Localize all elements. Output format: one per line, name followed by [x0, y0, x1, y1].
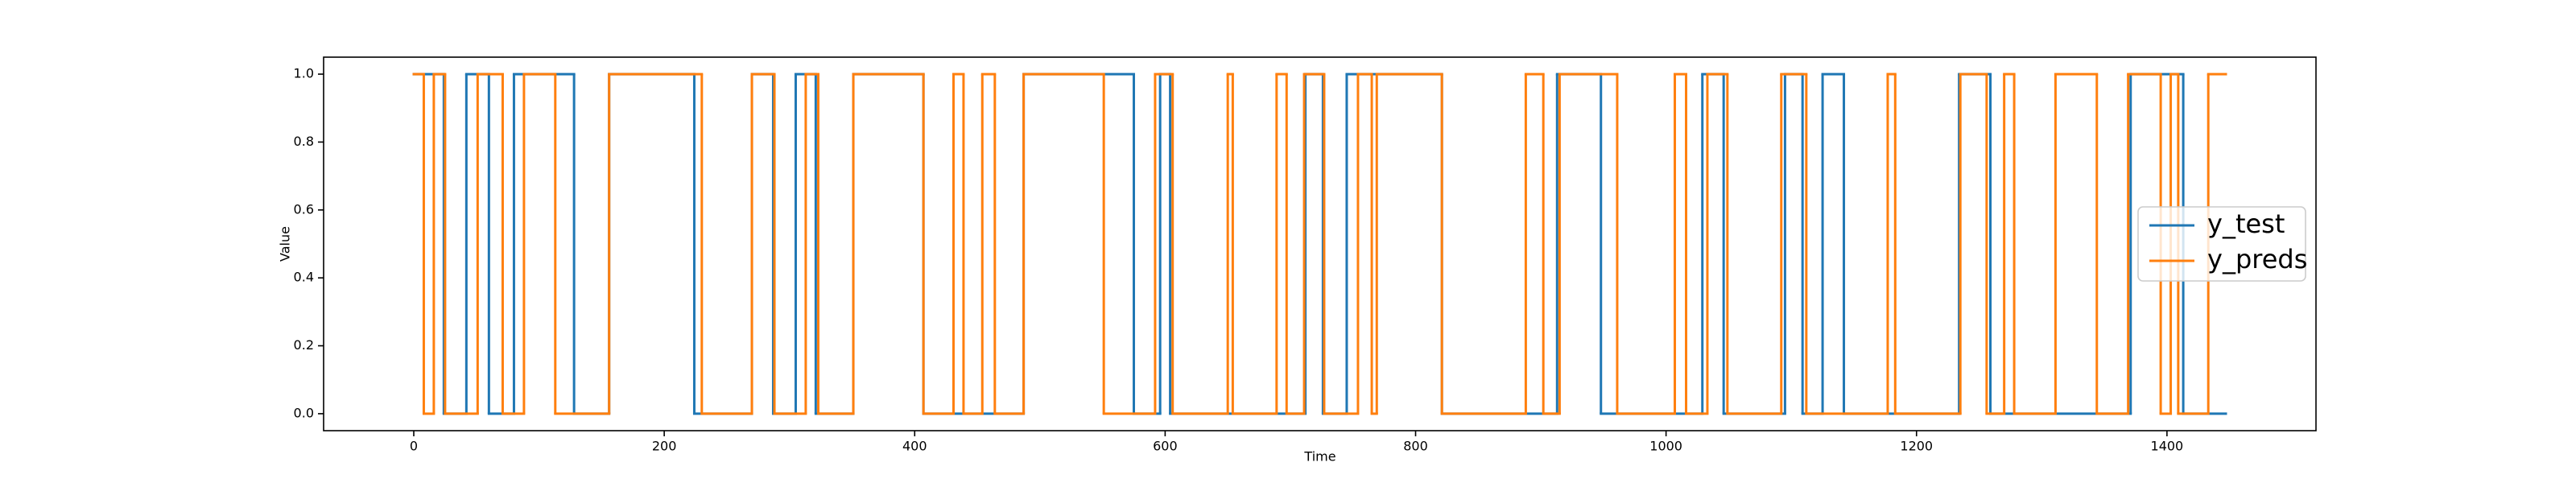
legend-label: y_preds — [2207, 244, 2307, 275]
x-tick-label: 0 — [410, 439, 418, 454]
x-axis-label: Time — [1303, 449, 1335, 464]
y-tick-label: 0.0 — [294, 405, 314, 420]
legend: y_test y_preds — [2137, 206, 2307, 282]
x-tick-label: 400 — [902, 439, 927, 454]
y-tick-label: 0.2 — [294, 337, 314, 353]
x-tick-label: 200 — [652, 439, 677, 454]
y-tick-label: 0.4 — [294, 270, 314, 285]
x-tick-label: 1000 — [1649, 439, 1682, 454]
y-tick-label: 0.6 — [294, 201, 314, 217]
axes-frame — [323, 56, 2317, 431]
plot-area — [412, 72, 2227, 415]
y-tick-label: 1.0 — [294, 66, 314, 81]
legend-label: y_test — [2207, 208, 2285, 239]
y-tick-label: 0.8 — [294, 134, 314, 149]
x-tick-label: 600 — [1153, 439, 1178, 454]
x-tick-label: 1400 — [2151, 439, 2184, 454]
x-tick-label: 1200 — [1900, 439, 1933, 454]
y-axis-label: Value — [278, 226, 293, 262]
x-tick-label: 800 — [1403, 439, 1428, 454]
